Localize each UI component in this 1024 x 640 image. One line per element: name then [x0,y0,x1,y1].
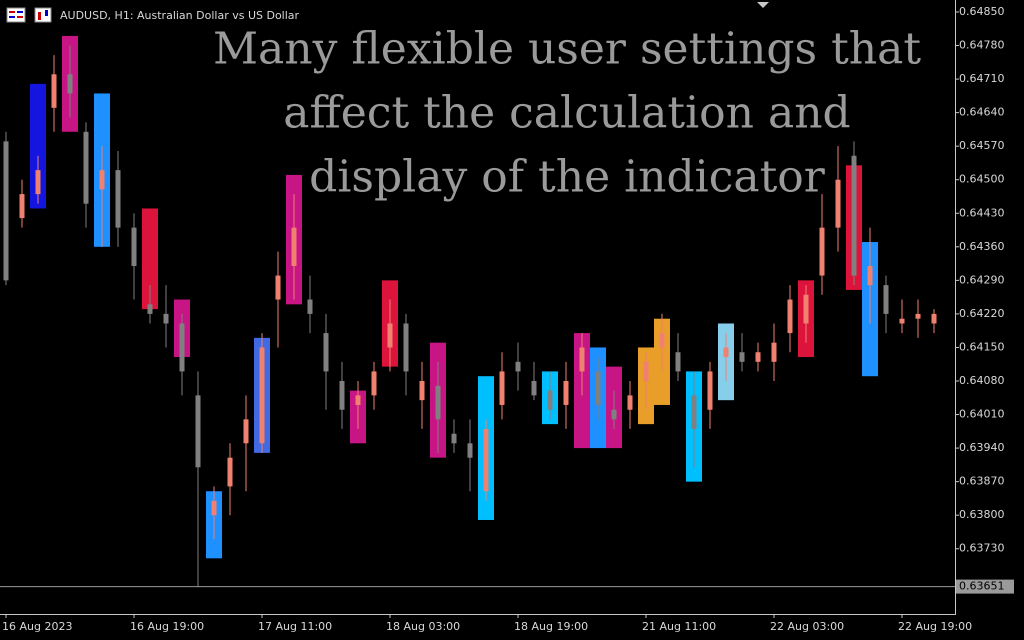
price-label-box [956,579,1014,594]
y-tick-label: 0.64010 [959,408,1005,421]
candle-body [147,304,153,314]
x-tick-label: 22 Aug 19:00 [898,620,972,633]
candle-body [275,275,281,300]
y-tick-label: 0.63870 [959,475,1005,488]
candle-body [723,347,729,358]
plot-area [3,35,937,588]
candle-body [627,395,633,410]
candle-body [339,381,345,410]
candle-body [579,347,585,372]
y-tick-label: 0.64150 [959,340,1005,353]
x-tick-label: 18 Aug 19:00 [514,620,588,633]
candle-body [67,74,73,94]
candle-body [771,342,777,362]
y-tick-label: 0.63730 [959,542,1005,555]
zone [142,208,158,310]
zone [30,83,46,209]
candle-body [595,371,601,405]
x-tick-label: 17 Aug 11:00 [258,620,332,633]
candle-body [659,333,665,348]
candle-body [691,395,697,429]
candle-body [387,323,393,348]
candle-body [3,141,9,281]
shift-marker [757,2,769,8]
candle-body [643,361,649,382]
candle-body [531,381,537,396]
candle-body [195,395,201,468]
candle-body [499,371,505,405]
candle-body [787,299,793,334]
chart-icons [6,7,52,23]
x-tick-label: 16 Aug 2023 [2,620,72,633]
candle-body [867,265,873,286]
y-tick-label: 0.64360 [959,240,1005,253]
candle-body [115,170,121,228]
annotation: display of the indicator [309,152,826,203]
candle-body [515,361,521,372]
y-tick-label: 0.64780 [959,39,1005,52]
candle-body [403,323,409,372]
candle-body [99,170,105,190]
candle-body [211,500,217,516]
x-tick-label: 22 Aug 03:00 [770,620,844,633]
candle-body [355,395,361,405]
candle-body [51,74,57,108]
candle-body [483,428,489,492]
candle-body [83,131,89,204]
y-tick-label: 0.64850 [959,5,1005,18]
candle-body [451,433,457,444]
candle-body [259,347,265,444]
candle-body [899,318,905,324]
candle-body [35,170,41,195]
candle-body [563,381,569,405]
candle-body [835,179,841,228]
y-tick-label: 0.64570 [959,139,1005,152]
annotation: Many flexible user settings that [213,24,921,75]
x-tick-label: 21 Aug 11:00 [642,620,716,633]
candle-body [755,352,761,362]
candle-body [707,371,713,410]
candle-body [675,352,681,372]
candle-body [819,227,825,276]
y-tick-label: 0.64430 [959,206,1005,219]
candle-body [883,285,889,314]
x-tick-label: 16 Aug 19:00 [130,620,204,633]
candle-body [243,419,249,444]
candle-body [851,155,857,276]
y-tick-label: 0.64640 [959,106,1005,119]
candle-body [19,194,25,219]
candle-body [467,443,473,458]
y-tick-label: 0.64500 [959,173,1005,186]
x-tick-label: 18 Aug 03:00 [386,620,460,633]
candle-body [915,313,921,319]
candle-body [371,371,377,396]
symbol-title: AUDUSD, H1: Australian Dollar vs US Doll… [60,9,300,22]
candle-body [931,313,937,324]
candle-body [179,323,185,372]
y-tick-label: 0.63800 [959,508,1005,521]
candle-body [419,381,425,401]
candle-body [611,409,617,420]
candle-body [227,457,233,487]
candle-body [323,333,329,372]
candle-body [131,227,137,266]
candle-body [803,294,809,324]
y-tick-label: 0.64290 [959,273,1005,286]
y-tick-label: 0.64710 [959,72,1005,85]
candle-body [291,227,297,266]
y-tick-label: 0.64220 [959,307,1005,320]
price-label: 0.63651 [959,580,1005,593]
candle-body [307,299,313,314]
y-tick-label: 0.63940 [959,441,1005,454]
candle-body [547,390,553,410]
annotation: affect the calculation and [283,88,850,139]
y-tick-label: 0.64080 [959,374,1005,387]
candle-body [435,385,441,420]
candle-body [163,313,169,324]
candle-body [739,352,745,362]
